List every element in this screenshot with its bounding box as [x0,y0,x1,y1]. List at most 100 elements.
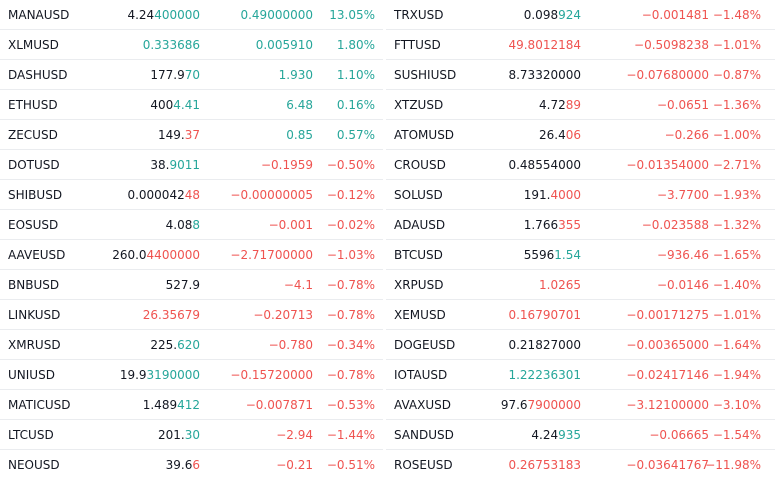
quote-row[interactable]: UNIUSD 19.93190000 −0.15720000 −0.78% [0,360,383,390]
percent-change: −1.40% [712,278,761,292]
price-change: −0.266 [664,128,709,142]
percent-change: −1.44% [326,428,375,442]
quote-row[interactable]: ROSEUSD 0.26753183 −0.03641767 −11.98% [386,450,775,480]
price-change: −3.12100000 [626,398,709,412]
last-price: 4.24400000 [127,0,200,30]
percent-change: −1.54% [712,428,761,442]
symbol-label: SANDUSD [394,428,454,442]
quote-row[interactable]: DASHUSD 177.970 1.930 1.10% [0,60,383,90]
price-change: −0.780 [268,338,313,352]
last-price-changed-digits: 1.0265 [539,278,581,292]
symbol-label: CROUSD [394,158,446,172]
quote-row[interactable]: LINKUSD 26.35679 −0.20713 −0.78% [0,300,383,330]
quote-row[interactable]: ZECUSD 149.37 0.85 0.57% [0,120,383,150]
quote-row[interactable]: ATOMUSD 26.406 −0.266 −1.00% [386,120,775,150]
last-price-unchanged-digits: 1.766 [523,218,559,232]
price-change: −4.1 [283,278,313,292]
quotes-column-left: MANAUSD 4.24400000 0.49000000 13.05% XLMUSD 0… [0,0,383,480]
quote-row[interactable]: AVAXUSD 97.67900000 −3.12100000 −3.10% [386,390,775,420]
price-change: −0.001 [268,218,313,232]
last-price-changed-digits: 9011 [169,158,200,172]
percent-change: −3.10% [712,398,761,412]
quote-row[interactable]: ETHUSD 4004.41 6.48 0.16% [0,90,383,120]
quote-row[interactable]: BTCUSD 55961.54 −936.46 −1.65% [386,240,775,270]
last-price-changed-digits: 355 [558,218,581,232]
symbol-label: BTCUSD [394,248,443,262]
quote-row[interactable]: MATICUSD 1.489412 −0.007871 −0.53% [0,390,383,420]
last-price-unchanged-digits: 38. [150,158,170,172]
quote-row[interactable]: XTZUSD 4.7289 −0.0651 −1.36% [386,90,775,120]
last-price: 26.35679 [143,300,200,330]
quote-row[interactable]: FTTUSD 49.8012184 −0.5098238 −1.01% [386,30,775,60]
last-price-unchanged-digits: 4.08 [165,218,193,232]
quote-row[interactable]: SOLUSD 191.4000 −3.7700 −1.93% [386,180,775,210]
quote-row[interactable]: ADAUSD 1.766355 −0.023588 −1.32% [386,210,775,240]
symbol-label: DASHUSD [8,68,68,82]
quote-row[interactable]: LTCUSD 201.30 −2.94 −1.44% [0,420,383,450]
quote-row[interactable]: NEOUSD 39.66 −0.21 −0.51% [0,450,383,480]
last-price-unchanged-digits: 225. [150,338,178,352]
last-price: 1.489412 [143,390,200,420]
last-price: 8.73320000 [508,60,581,90]
price-change: −0.20713 [253,308,313,322]
percent-change: −0.51% [326,458,375,472]
symbol-label: LTCUSD [8,428,54,442]
price-change: −0.001481 [641,8,709,22]
price-change: −0.5098238 [634,38,709,52]
price-change: −0.023588 [641,218,709,232]
quote-row[interactable]: SHIBUSD 0.00004248 −0.00000005 −0.12% [0,180,383,210]
quote-row[interactable]: AAVEUSD 260.04400000 −2.71700000 −1.03% [0,240,383,270]
last-price-changed-digits: 0.16790701 [508,308,581,322]
symbol-label: XRPUSD [394,278,444,292]
price-change: −0.21 [276,458,313,472]
last-price: 0.48554000 [508,150,581,180]
quote-row[interactable]: DOTUSD 38.9011 −0.1959 −0.50% [0,150,383,180]
symbol-label: AVAXUSD [394,398,451,412]
quote-row[interactable]: MANAUSD 4.24400000 0.49000000 13.05% [0,0,383,30]
price-change: −0.01354000 [626,158,709,172]
percent-change: −1.93% [712,188,761,202]
last-price: 1.0265 [539,270,581,300]
last-price-changed-digits: 0.26753183 [508,458,581,472]
quote-row[interactable]: DOGEUSD 0.21827000 −0.00365000 −1.64% [386,330,775,360]
percent-change: −0.87% [712,68,761,82]
last-price-changed-digits: 412 [177,398,200,412]
quote-row[interactable]: XRPUSD 1.0265 −0.0146 −1.40% [386,270,775,300]
last-price: 1.766355 [524,210,581,240]
last-price-changed-digits: 1.54 [554,248,581,262]
last-price-changed-digits: 30 [184,428,200,442]
quote-row[interactable]: EOSUSD 4.088 −0.001 −0.02% [0,210,383,240]
last-price-unchanged-digits: 26.4 [539,128,566,142]
percent-change: 1.10% [336,68,375,82]
price-change: −2.71700000 [230,248,313,262]
quote-row[interactable]: CROUSD 0.48554000 −0.01354000 −2.71% [386,150,775,180]
percent-change: −1.01% [712,308,761,322]
last-price-changed-digits: 3190000 [146,368,200,382]
percent-change: −0.50% [326,158,375,172]
quote-row[interactable]: XLMUSD 0.333686 0.005910 1.80% [0,30,383,60]
last-price: 0.26753183 [508,450,581,480]
last-price-unchanged-digits: 4.72 [539,98,566,112]
last-price-unchanged-digits: 97.6 [500,398,528,412]
quote-row[interactable]: BNBUSD 527.9 −4.1 −0.78% [0,270,383,300]
last-price-changed-digits: 37 [184,128,200,142]
symbol-label: DOGEUSD [394,338,456,352]
symbol-label: SUSHIUSD [394,68,457,82]
quote-row[interactable]: XMRUSD 225.620 −0.780 −0.34% [0,330,383,360]
last-price-unchanged-digits: 19.9 [119,368,147,382]
last-price: 55961.54 [524,240,581,270]
price-change: 0.49000000 [240,8,313,22]
symbol-label: SHIBUSD [8,188,63,202]
price-change: 6.48 [286,98,313,112]
quote-row[interactable]: SANDUSD 4.24935 −0.06665 −1.54% [386,420,775,450]
last-price: 260.04400000 [112,240,200,270]
last-price-unchanged-digits: 4.24 [531,428,559,442]
last-price-changed-digits: 49.8012184 [508,38,581,52]
last-price: 97.67900000 [501,390,581,420]
quote-row[interactable]: SUSHIUSD 8.73320000 −0.07680000 −0.87% [386,60,775,90]
quote-row[interactable]: TRXUSD 0.098924 −0.001481 −1.48% [386,0,775,30]
last-price-unchanged-digits: 0.098 [523,8,559,22]
symbol-label: NEOUSD [8,458,60,472]
quote-row[interactable]: XEMUSD 0.16790701 −0.00171275 −1.01% [386,300,775,330]
quote-row[interactable]: IOTAUSD 1.22236301 −0.02417146 −1.94% [386,360,775,390]
